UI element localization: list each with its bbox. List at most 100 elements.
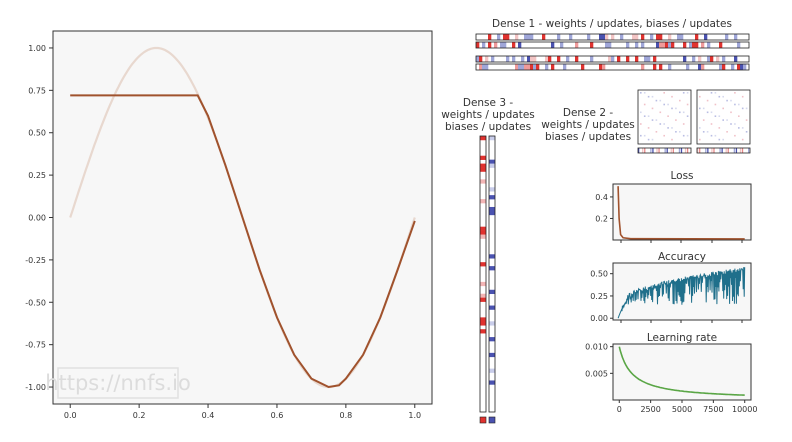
y-tick-label: -0.25 [25,256,46,265]
weight-cell [611,56,615,62]
weight-cell [656,42,660,48]
main-x-axis: 0.0 0.2 0.4 0.6 0.8 1.0 [64,404,421,420]
weight-cell [521,64,525,70]
weight-cell [635,34,639,40]
weight-cell [551,42,555,48]
weight-cell [665,42,669,48]
weight-cell [653,56,657,62]
dense2-title-line2: weights / updates [541,119,635,131]
weight-cell [651,95,654,98]
dense2-bias-frame [696,147,751,154]
weight-cell [682,134,685,137]
weight-cell [663,92,665,94]
dense3-heatmaps [479,135,496,424]
weight-cell [575,42,579,48]
main-y-axis: 1.00 0.75 0.50 0.25 0.00 -0.25 -0.50 -0.75 -1.00 [25,44,53,392]
learning-rate-panel: Learning rate 0.010 0.005 0 2500 5000 7500 10… [585,332,757,414]
dense1-title: Dense 1 - weights / updates, biases / up… [492,18,732,30]
weight-cell [699,107,701,110]
weight-cell [655,131,658,133]
weight-cell [659,111,662,114]
weight-cell [635,42,639,48]
weight-cell [722,119,724,121]
weight-cell [668,64,672,70]
weight-cell [722,64,726,70]
weight-cell [557,34,561,40]
weight-cell [542,34,546,40]
weight-cell [734,92,736,94]
weight-cell [480,230,486,235]
weight-cell [719,64,723,70]
weight-cell [663,103,665,106]
weight-cell [745,119,748,121]
bias-cell [721,148,723,153]
main-plot: 1.00 0.75 0.50 0.25 0.00 -0.25 -0.50 -0.75 -1.00… [25,30,433,420]
accuracy-x-ticks [620,320,743,323]
bias-cell [686,148,689,153]
weight-cell [489,187,495,192]
dense3-bias-cell [479,416,487,424]
weight-cell [548,56,552,62]
learning-rate-x-axis: 0 2500 5000 7500 10000 [617,400,757,414]
weight-cell [647,95,650,98]
weight-cell [641,42,645,48]
weight-cell [643,115,646,117]
weight-cell [651,138,654,141]
weight-cell [515,64,519,70]
bias-cell [672,148,674,153]
bias-cell [719,148,721,153]
watermark-box [57,367,179,399]
bias-cell [735,148,738,153]
dense2-heatmaps [637,89,751,154]
dense3-title-line1: Dense 3 - [463,97,513,109]
weight-cell [489,163,495,168]
weight-cell [632,34,636,40]
weight-cell [641,64,645,70]
weight-cell [741,107,744,110]
weight-cell [480,281,486,287]
weight-cell [647,138,650,141]
weight-cell [686,134,689,137]
weight-cell [480,179,486,184]
weight-cell [489,159,495,164]
weight-cell [569,34,573,40]
dense3-bias-cell [488,416,496,424]
weight-cell [710,123,713,125]
weight-cell [512,42,516,48]
weight-cell [655,99,658,102]
bias-cell [725,148,727,153]
weight-cell [650,34,654,40]
weight-cell [679,111,681,114]
weight-cell [611,34,615,40]
weight-cell [734,134,736,137]
weight-cell [640,111,642,114]
weight-cell [741,127,744,129]
weight-cell [699,138,701,141]
weight-cell [714,115,717,117]
weight-cell [480,262,486,267]
weight-cell [524,34,528,40]
weight-cell [718,127,721,129]
accuracy-panel: Accuracy 0.50 0.25 0.00 [590,251,752,323]
weight-cell [745,107,748,110]
loss-y-axis: 0.4 0.2 [595,193,613,223]
bias-cell [664,148,666,153]
weight-cell [530,34,534,40]
weight-cell [726,119,728,121]
weight-cell [686,103,689,106]
weight-cell [679,99,681,102]
loss-line [617,186,745,240]
x-tick-label: 0.6 [271,411,284,420]
weight-cell [512,56,516,62]
bias-cell [652,148,654,153]
weight-cell [686,115,689,117]
weight-cell [476,56,480,62]
weight-cell [701,64,705,70]
prediction-line [70,94,416,389]
weight-cell [489,266,495,271]
weight-cell [718,95,721,98]
weight-cell [566,56,570,62]
weight-cell [663,123,665,125]
x-tick-label: 7500 [703,405,723,414]
